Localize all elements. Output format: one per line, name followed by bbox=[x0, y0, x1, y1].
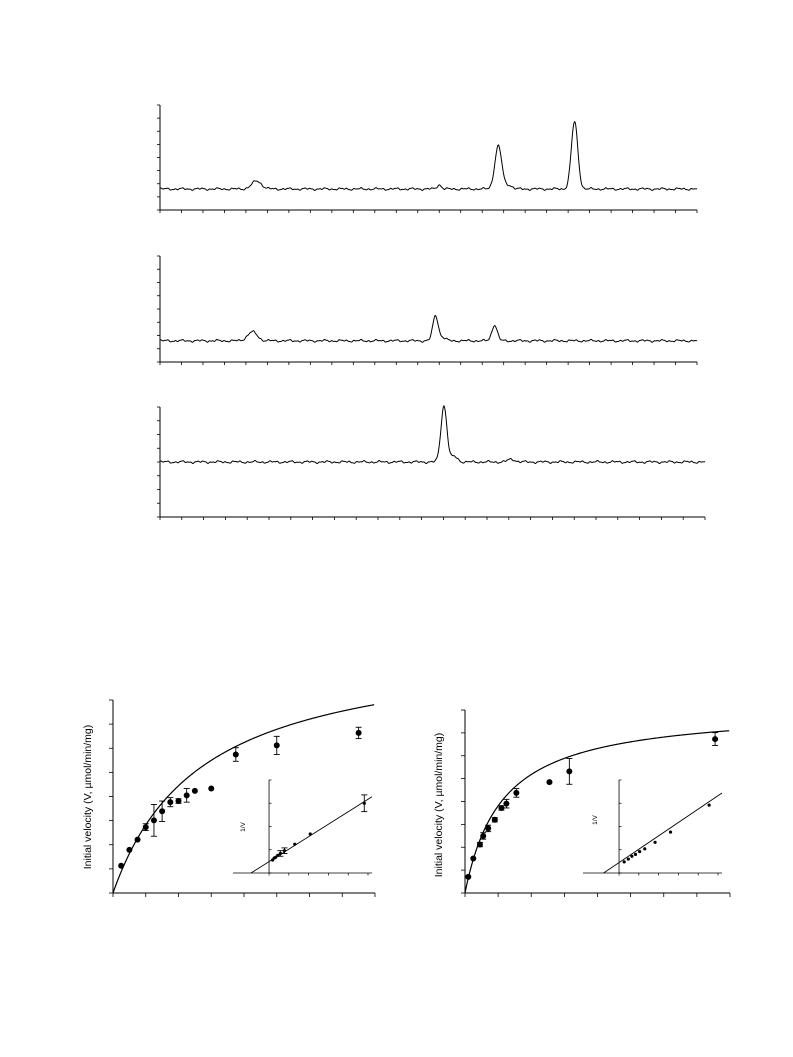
kinetics-left-plot: Initial velocity (V, µmol/min/mg) bbox=[82, 699, 376, 897]
kinetics-4-point bbox=[485, 825, 492, 832]
kinetics-3-inset-point bbox=[282, 849, 287, 853]
kinetics-3-inset-point bbox=[293, 842, 297, 846]
kinetics-4-inset-point bbox=[707, 803, 711, 807]
kinetics-left-inset-ylabel: 1/V bbox=[240, 821, 247, 831]
kinetics-3-point bbox=[150, 817, 157, 824]
chromatogram-top bbox=[157, 104, 698, 213]
kinetics-right-ylabel: Initial velocity (V, µmol/min/mg) bbox=[433, 733, 445, 878]
kinetics-3-point bbox=[167, 799, 174, 806]
kinetics-3-point bbox=[208, 785, 215, 792]
kinetics-left-ylabel: Initial velocity (V, µmol/min/mg) bbox=[82, 725, 94, 870]
kinetics-3-inset-point bbox=[278, 851, 282, 856]
kinetics-4-inset-point bbox=[668, 830, 673, 834]
kinetics-4-point bbox=[498, 804, 505, 811]
kinetics-4-fit-curve bbox=[464, 730, 730, 894]
kinetics-4-point bbox=[513, 789, 520, 796]
kinetics-3-inset-point bbox=[362, 801, 366, 805]
kinetics-4-point bbox=[465, 873, 472, 880]
kinetics-3-point bbox=[126, 846, 133, 853]
kinetics-right-plot: Initial velocity (V, µmol/min/mg) bbox=[433, 709, 731, 897]
kinetics-4-inset-point bbox=[643, 847, 647, 851]
kinetics-4-inset-fit-line bbox=[603, 792, 723, 874]
kinetics-4-inset-point bbox=[626, 857, 630, 861]
kinetics-3-point bbox=[134, 836, 141, 843]
kinetics-4-point bbox=[491, 816, 498, 823]
kinetics-3-point bbox=[232, 751, 239, 758]
kinetics-4-point bbox=[470, 855, 477, 862]
kinetics-4-point bbox=[546, 779, 553, 786]
kinetics-3-inset-point bbox=[308, 832, 312, 836]
kinetics-left-inset: 1/V bbox=[233, 779, 373, 876]
kinetics-4-inset-point bbox=[633, 852, 638, 857]
chromatogram-0-trace bbox=[159, 120, 698, 191]
kinetics-3-fit-curve bbox=[112, 704, 375, 894]
kinetics-4-inset-point bbox=[653, 840, 657, 844]
chromatogram-middle bbox=[157, 255, 698, 365]
kinetics-3-point bbox=[191, 787, 198, 794]
kinetics-3-point bbox=[159, 808, 166, 815]
kinetics-4-point bbox=[480, 832, 487, 839]
kinetics-3-point bbox=[273, 742, 280, 749]
kinetics-right-inset-ylabel: 1/V bbox=[592, 814, 599, 824]
kinetics-4-point bbox=[476, 841, 483, 848]
kinetics-right-inset: 1/V bbox=[583, 779, 723, 876]
chromatogram-bottom bbox=[157, 404, 706, 520]
kinetics-4-inset-point bbox=[638, 850, 642, 854]
kinetics-4-inset-point bbox=[630, 854, 634, 858]
kinetics-3-point bbox=[175, 798, 182, 805]
kinetics-4-point bbox=[712, 736, 719, 743]
kinetics-4-point bbox=[566, 768, 573, 775]
chromatogram-2-trace bbox=[159, 404, 706, 465]
chromatogram-1-trace bbox=[159, 314, 698, 343]
kinetics-3-point bbox=[355, 729, 362, 736]
kinetics-3-point bbox=[183, 792, 190, 799]
kinetics-3-point bbox=[118, 862, 125, 869]
kinetics-4-inset-point bbox=[622, 860, 626, 864]
kinetics-3-point bbox=[142, 824, 149, 831]
kinetics-4-point bbox=[503, 800, 510, 807]
kinetics-3-inset-point bbox=[274, 855, 278, 859]
